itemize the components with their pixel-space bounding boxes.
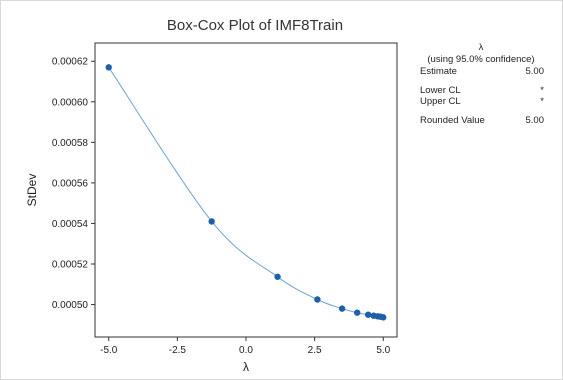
chart-title: Box-Cox Plot of IMF8Train <box>167 17 343 34</box>
legend-row-upper-cl: Upper CL * <box>410 96 552 107</box>
x-tick-label: 5.0 <box>376 345 390 356</box>
y-axis: 0.00050 0.00052 0.00054 0.00056 0.00058 0.000… <box>52 57 95 311</box>
legend-label: Upper CL <box>420 96 461 107</box>
legend-row-rounded-value: Rounded Value 5.00 <box>410 115 552 126</box>
y-tick-label: 0.00060 <box>52 97 89 108</box>
x-tick-label: 0.0 <box>239 345 253 356</box>
x-axis-label: λ <box>243 360 249 374</box>
y-axis-label: StDev <box>25 174 39 207</box>
legend-row-estimate: Estimate 5.00 <box>410 66 552 77</box>
data-point <box>105 64 112 71</box>
data-point <box>208 218 215 225</box>
legend-value: * <box>540 96 544 107</box>
y-tick-label: 0.00050 <box>52 300 89 311</box>
legend-row-lower-cl: Lower CL * <box>410 85 552 96</box>
lambda-legend: λ (using 95.0% confidence) Estimate 5.00… <box>410 42 552 126</box>
data-point <box>353 309 361 316</box>
x-axis: -5.0 -2.5 0.0 2.5 5.0 <box>100 337 391 356</box>
data-point <box>274 273 281 280</box>
y-tick-label: 0.00056 <box>52 178 89 189</box>
data-point <box>338 305 346 312</box>
legend-value: 5.00 <box>525 115 545 126</box>
data-points <box>105 64 387 321</box>
legend-value: * <box>540 85 544 96</box>
data-point <box>314 296 321 303</box>
data-point <box>364 311 372 318</box>
fit-line <box>108 67 384 318</box>
y-tick-label: 0.00062 <box>52 57 89 68</box>
legend-subheader: (using 95.0% confidence) <box>427 54 535 65</box>
y-tick-label: 0.00058 <box>52 138 89 149</box>
legend-label: Lower CL <box>420 85 461 96</box>
y-tick-label: 0.00052 <box>52 260 89 271</box>
data-point <box>380 314 387 321</box>
legend-label: Estimate <box>420 66 457 77</box>
x-tick-label: -5.0 <box>100 345 118 356</box>
legend-value: 5.00 <box>525 66 545 77</box>
legend-header: λ <box>478 42 484 53</box>
x-tick-label: -2.5 <box>169 345 187 356</box>
legend-label: Rounded Value <box>420 115 485 126</box>
y-tick-label: 0.00054 <box>52 219 89 230</box>
plot-area <box>94 42 398 338</box>
x-tick-label: 2.5 <box>308 345 322 356</box>
